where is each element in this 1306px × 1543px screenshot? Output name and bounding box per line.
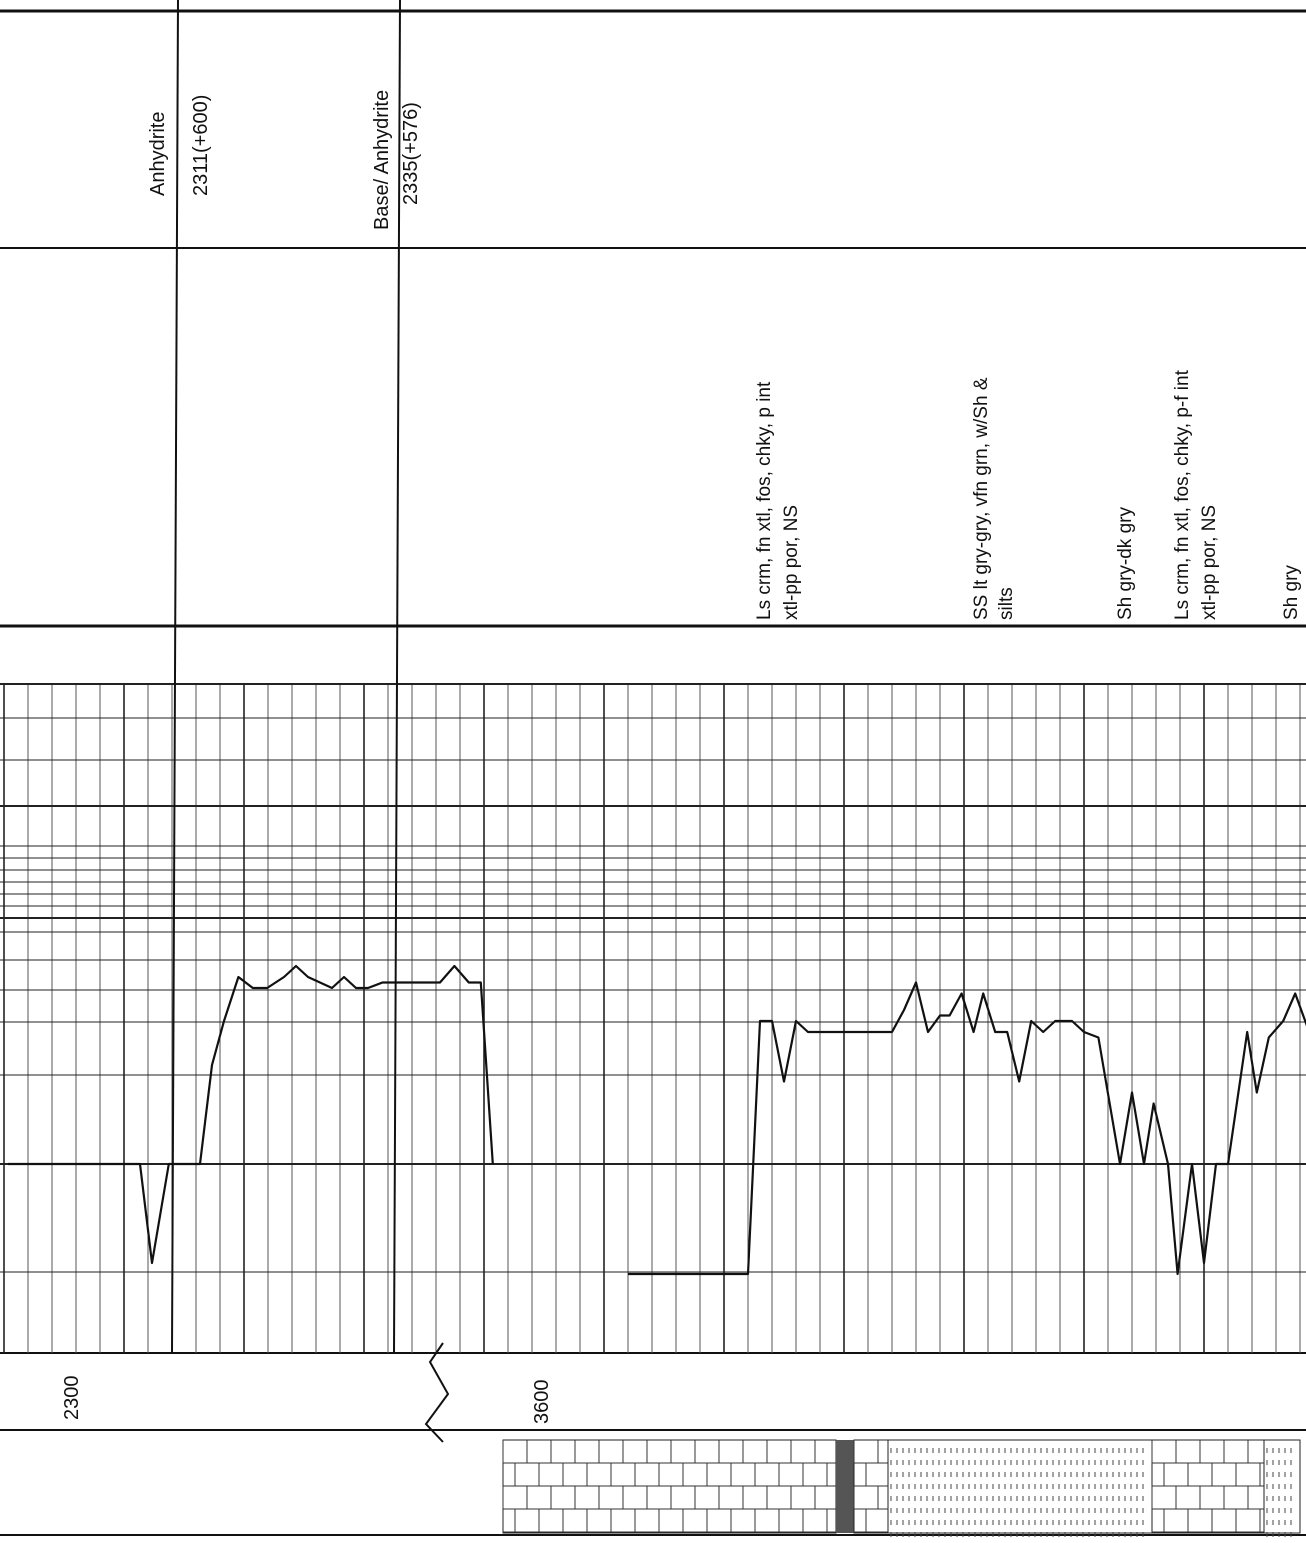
anhydrite-top-line [171,0,179,1354]
depth-label: 2300 [61,1376,83,1421]
lithology-line: Sh gry [1281,565,1302,620]
log-curve-trace [628,981,1306,1276]
formation-top-name: Base/ Anhydrite [371,90,393,230]
log-curve-trace [8,964,494,1265]
depth-break-marker [424,1342,450,1443]
formation-top-value: 2311(+600) [190,95,212,196]
depth-label: 3600 [531,1380,553,1425]
track-frame [0,9,1306,1536]
lithology-sandstone-block [1263,1439,1301,1534]
lithology-shale-block [836,1440,854,1533]
lithology-line: xtl-pp por, NS [1199,505,1220,620]
formation-top-lines [171,0,401,1354]
lithology-line: xtl-pp por, NS [781,505,802,620]
formation-top-value: 2335(+576) [400,102,422,205]
base-anhydrite-top-line [393,0,401,1354]
lithology-line: Sh gry-dk gry [1115,507,1136,620]
lithology-line: silts [996,587,1017,620]
lithology-sandstone-block [887,1439,1153,1534]
depth-labels: 2300 3600 [61,1376,553,1425]
log-curves [8,964,1306,1276]
lithology-column [502,1439,1301,1537]
lithology-line: SS lt gry-gry, vfn grn, w/Sh & [971,377,992,620]
log-grid [0,683,1306,1353]
formation-top-labels: Anhydrite 2311(+600) Base/ Anhydrite 233… [147,90,422,230]
lithology-line: Ls crm, fn xtl, fos, chky, p-f int [1172,369,1193,620]
formation-top-name: Anhydrite [147,112,169,197]
lithology-descriptions: Ls crm, fn xtl, fos, chky, p int xtl-pp … [754,369,1302,620]
lithology-line: Ls crm, fn xtl, fos, chky, p int [754,381,775,620]
